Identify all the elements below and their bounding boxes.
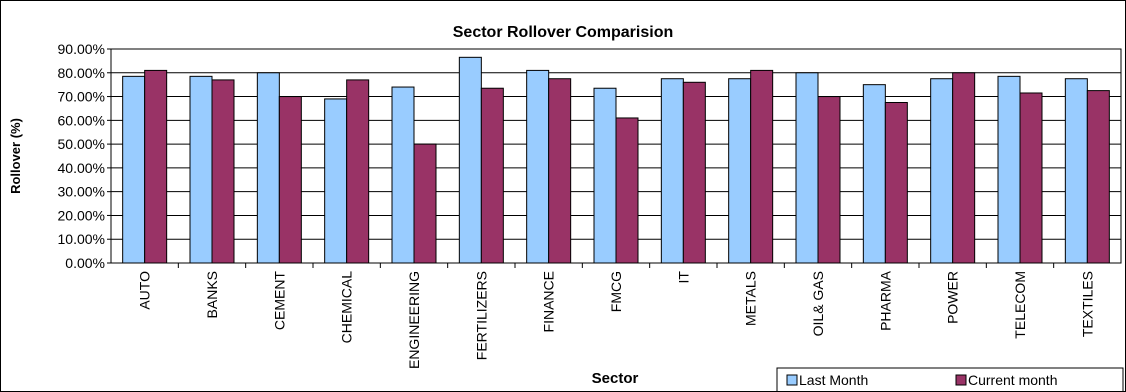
x-tick-label: TEXTILES — [1079, 271, 1095, 337]
legend-box — [776, 367, 1124, 392]
legend-label-current-month: Current month — [968, 372, 1057, 388]
y-tick-label: 90.00% — [58, 41, 105, 57]
x-tick-label: FERTILIZERS — [473, 271, 489, 360]
bar-current-month — [1086, 90, 1110, 264]
bar-last-month — [930, 78, 954, 264]
x-tick-label: CHEMICAL — [339, 271, 355, 344]
x-tick-label: METALS — [743, 271, 759, 326]
bar-last-month — [122, 75, 146, 264]
chart-title: Sector Rollover Comparision — [453, 24, 674, 41]
bar-current-month — [480, 87, 504, 264]
bar-last-month — [728, 78, 752, 264]
x-tick-label: TELECOM — [1012, 271, 1028, 339]
bar-current-month — [144, 69, 168, 264]
y-tick-label: 0.00% — [65, 255, 105, 271]
bar-last-month — [660, 78, 684, 264]
x-tick-label: FMCG — [608, 271, 624, 312]
bar-current-month — [682, 81, 706, 264]
x-tick-label: PHARMA — [877, 270, 893, 331]
legend: Last Month Current month — [776, 367, 1124, 392]
bar-current-month — [548, 78, 572, 264]
bar-last-month — [795, 72, 819, 264]
x-tick-label: OIL& GAS — [810, 271, 826, 336]
y-tick-label: 50.00% — [58, 136, 105, 152]
x-tick-label: FINANCE — [541, 271, 557, 332]
bar-current-month — [615, 117, 639, 264]
bar-last-month — [997, 75, 1021, 264]
bar-last-month — [862, 84, 886, 264]
plot-area-border — [110, 48, 1122, 264]
bar-last-month — [391, 86, 415, 264]
bar-last-month — [593, 87, 617, 264]
bar-current-month — [750, 69, 774, 264]
legend-label-last-month: Last Month — [799, 372, 868, 388]
x-axis-ticks: AUTO BANKS CEMENT CHEMICAL ENGINEERING FERTIL… — [137, 263, 1095, 369]
legend-swatch-current-month — [955, 374, 967, 386]
x-tick-label: POWER — [945, 271, 961, 324]
x-tick-label: ENGINEERING — [406, 271, 422, 369]
bar-current-month — [952, 72, 976, 264]
y-tick-label: 20.00% — [58, 207, 105, 223]
bar-current-month — [346, 79, 370, 264]
y-tick-label: 70.00% — [58, 89, 105, 105]
bar-last-month — [458, 56, 482, 264]
y-tick-label: 80.00% — [58, 65, 105, 81]
y-tick-label: 40.00% — [58, 160, 105, 176]
x-tick-label: AUTO — [137, 271, 153, 310]
bar-current-month — [278, 96, 302, 264]
bar-last-month — [526, 69, 550, 264]
bar-current-month — [1019, 92, 1043, 264]
bar-last-month — [1064, 78, 1088, 264]
y-tick-label: 60.00% — [58, 112, 105, 128]
bar-last-month — [324, 98, 348, 264]
x-tick-label: BANKS — [204, 271, 220, 318]
bar-current-month — [211, 79, 235, 264]
legend-swatch-last-month — [786, 374, 798, 386]
x-tick-label: CEMENT — [271, 271, 287, 331]
y-tick-label: 10.00% — [58, 231, 105, 247]
y-tick-label: 30.00% — [58, 184, 105, 200]
bar-current-month — [884, 102, 908, 264]
bar-last-month — [256, 72, 280, 264]
bars — [122, 56, 1110, 264]
y-axis-ticks: 0.00% 10.00% 20.00% 30.00% 40.00% 50.00% 60.00… — [58, 41, 111, 271]
bar-current-month — [817, 96, 841, 264]
x-axis-label: Sector — [592, 370, 639, 387]
bar-current-month — [413, 143, 437, 264]
bar-last-month — [189, 75, 213, 264]
y-axis-label: Rollover (%) — [8, 118, 23, 194]
x-tick-label: IT — [675, 271, 691, 284]
